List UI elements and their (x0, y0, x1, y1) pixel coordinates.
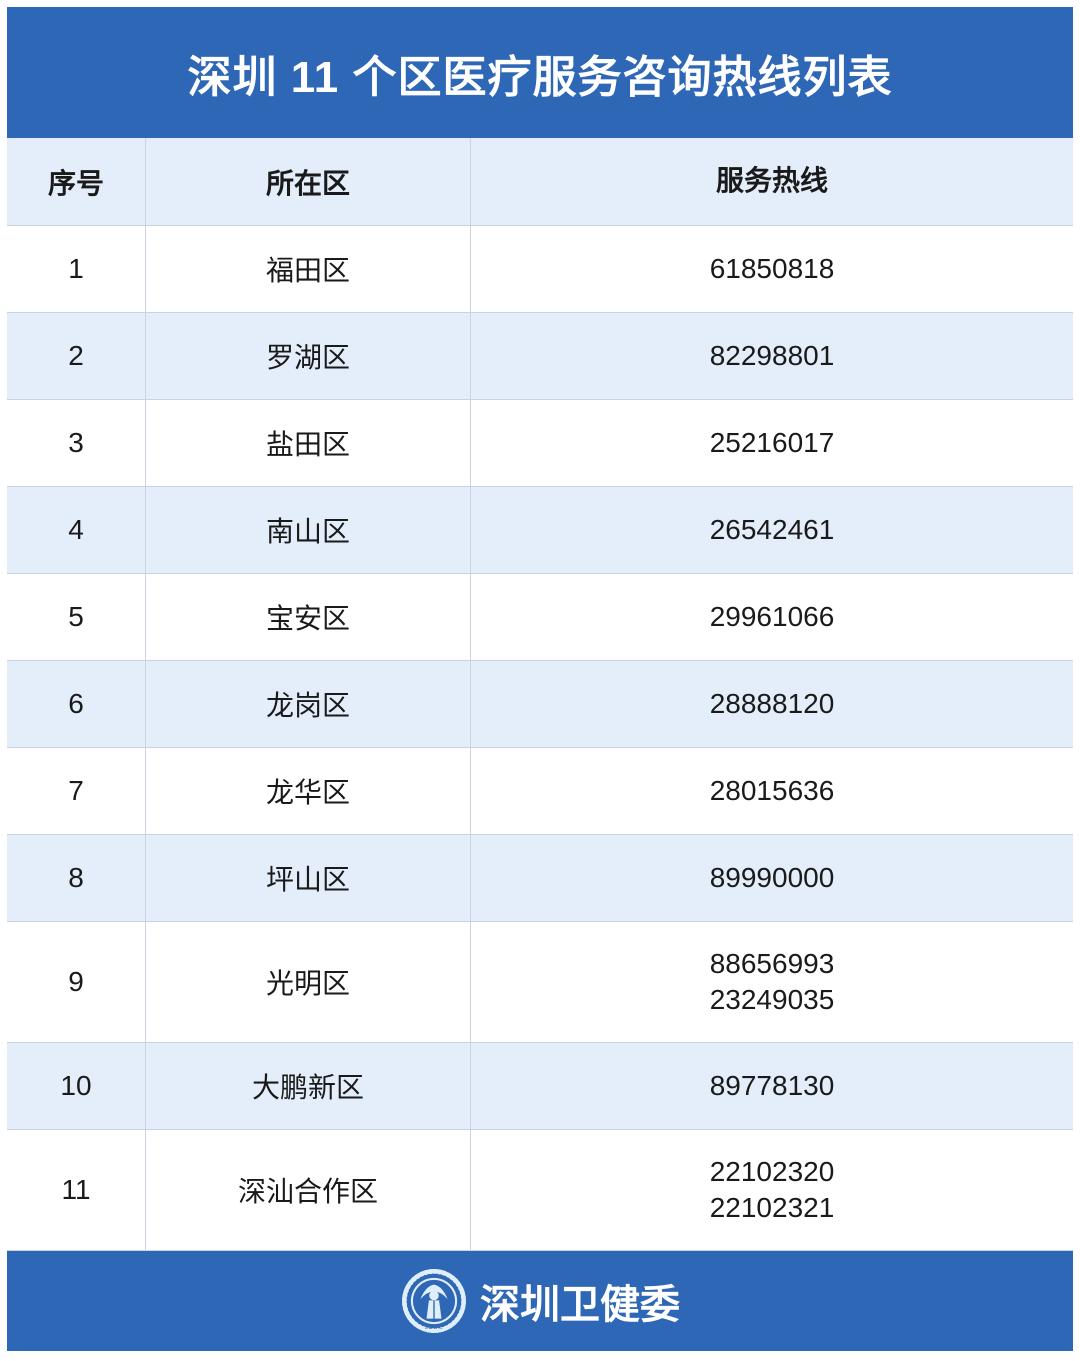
svg-text:SZWC: SZWC (424, 1325, 443, 1331)
